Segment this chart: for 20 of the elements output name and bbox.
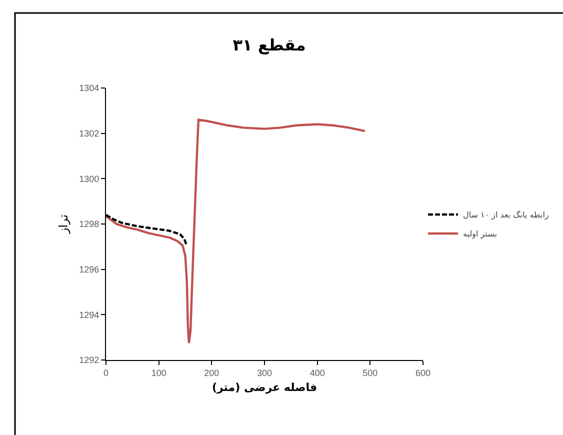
x-tick-label: 100 [151,368,166,378]
y-tick-label: 1292 [79,355,100,366]
y-axis-title: تراز [56,214,70,235]
y-tick-label: 1294 [79,310,100,320]
x-tick-label: 500 [362,368,378,378]
x-axis-title: فاصله عرضی (متر) [212,381,318,394]
x-tick-label: 0 [103,368,109,378]
x-tick-label: 600 [415,368,431,378]
legend-label: رابطه یانگ بعد از ۱۰ سال [463,210,549,220]
x-tick-label: 200 [204,368,220,378]
y-tick-label: 1296 [79,264,100,274]
y-tick-label: 1300 [79,174,100,184]
y-tick-label: 1298 [79,219,100,230]
x-tick-label: 300 [256,368,272,378]
line-series [106,118,366,344]
y-tick-label: 1302 [79,128,100,138]
x-tick-label: 400 [310,368,325,378]
legend-label: بستر اولیه [463,230,497,239]
chart-title: مقطع ۳۱ [232,36,306,55]
y-tick-label: 1304 [79,83,100,94]
